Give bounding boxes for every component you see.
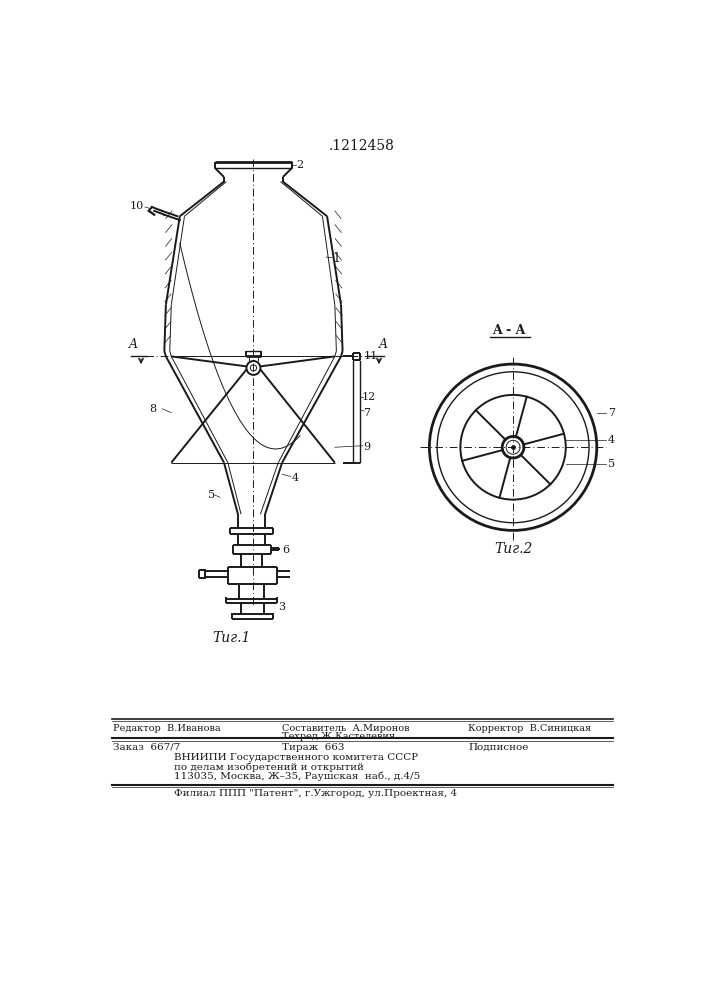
Text: 12: 12 [362, 392, 376, 402]
Text: Τиг.2: Τиг.2 [494, 542, 532, 556]
Text: Заказ  667/7: Заказ 667/7 [113, 743, 180, 752]
Text: 6: 6 [282, 545, 289, 555]
Text: 10: 10 [130, 201, 144, 211]
Text: 7: 7 [607, 408, 614, 418]
Text: Составитель  А.Миронов: Составитель А.Миронов [282, 724, 409, 733]
Text: по делам изобретений и открытий: по делам изобретений и открытий [174, 762, 363, 772]
Text: 3: 3 [279, 602, 286, 612]
Text: 113035, Москва, Ж–35, Раушская  наб., д.4/5: 113035, Москва, Ж–35, Раушская наб., д.4… [174, 771, 420, 781]
Text: Корректор  В.Синицкая: Корректор В.Синицкая [468, 724, 591, 733]
Text: 4: 4 [291, 473, 298, 483]
Text: 7: 7 [363, 408, 370, 418]
Text: 5: 5 [607, 459, 615, 469]
Text: 1: 1 [332, 252, 341, 265]
Text: 8: 8 [149, 404, 156, 414]
Text: 9: 9 [363, 442, 370, 452]
Text: 2: 2 [296, 160, 303, 170]
Text: A: A [129, 338, 138, 351]
Text: Редактор  В.Иванова: Редактор В.Иванова [113, 724, 221, 733]
Text: A - A: A - A [493, 324, 526, 337]
Text: Τиг.1: Τиг.1 [213, 631, 251, 645]
Text: 11: 11 [363, 351, 378, 361]
Text: ВНИИПИ Государственного комитета СССР: ВНИИПИ Государственного комитета СССР [174, 753, 418, 762]
Text: A: A [379, 338, 388, 351]
Text: Тираж  663: Тираж 663 [282, 743, 344, 752]
Text: 5: 5 [208, 490, 215, 500]
Text: Подписное: Подписное [468, 743, 529, 752]
Text: 4: 4 [607, 435, 615, 445]
Text: Техред Ж.Кастелевич: Техред Ж.Кастелевич [282, 732, 395, 741]
Text: .1212458: .1212458 [329, 139, 395, 153]
Text: Филиал ППП "Патент", г.Ужгород, ул.Проектная, 4: Филиал ППП "Патент", г.Ужгород, ул.Проек… [174, 789, 457, 798]
